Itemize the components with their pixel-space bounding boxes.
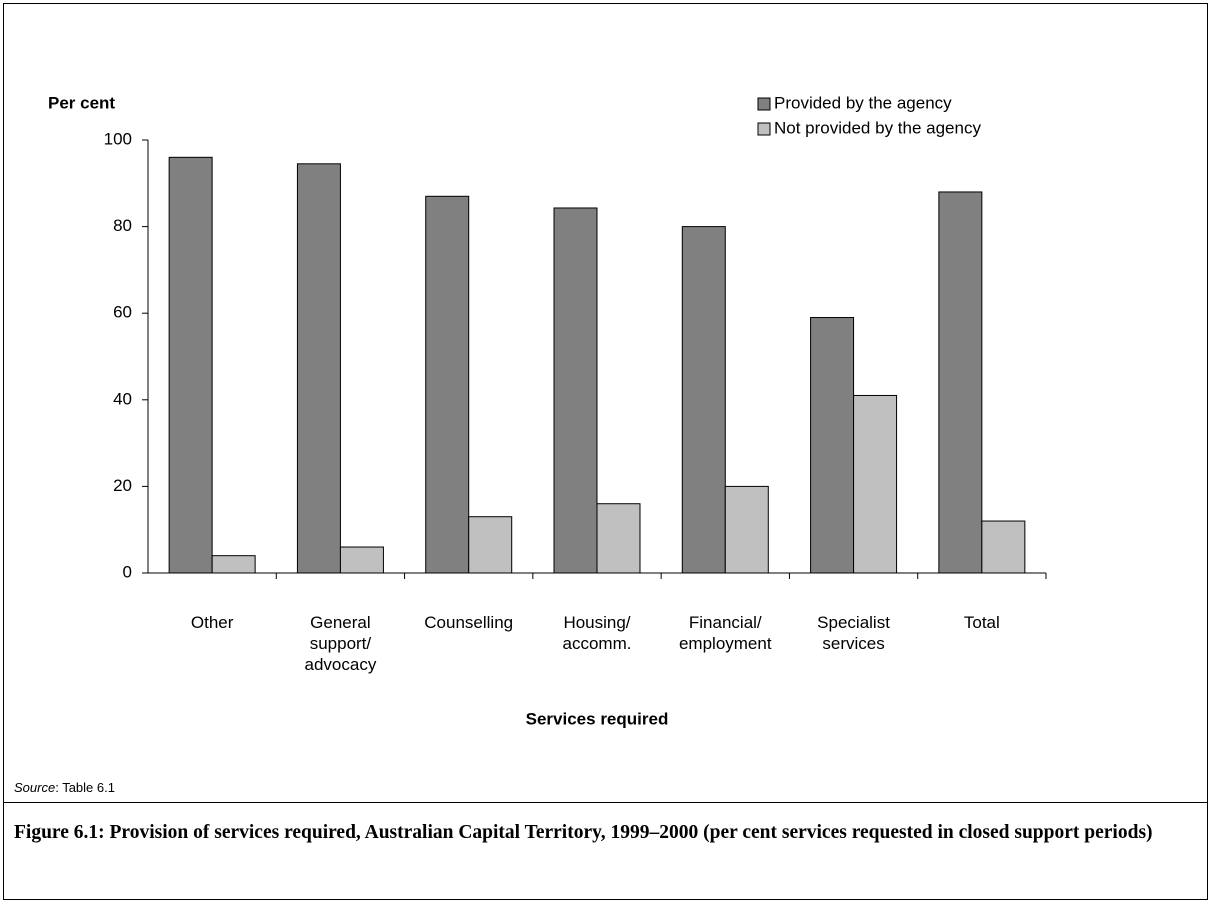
x-tick-label: Counselling	[424, 613, 514, 632]
bar	[596, 503, 641, 574]
x-axis-label: Services required	[526, 709, 669, 728]
bar	[853, 394, 898, 574]
separator	[3, 802, 1208, 803]
legend-swatch	[757, 97, 771, 111]
source: Source: Table 6.1	[14, 780, 115, 795]
bar	[553, 207, 598, 574]
y-axis-label: Per cent	[48, 93, 115, 112]
y-tick-label: 40	[113, 389, 132, 408]
y-tick-label: 0	[123, 562, 132, 581]
x-tick-label: Specialist services	[817, 613, 890, 653]
frame	[3, 3, 1208, 900]
bar	[425, 195, 470, 574]
source-text: : Table 6.1	[55, 780, 115, 795]
legend-label: Provided by the agency	[774, 93, 952, 112]
y-tick-label: 100	[104, 129, 132, 148]
legend-swatch	[757, 122, 771, 136]
bar	[296, 163, 341, 574]
x-tick-label: Financial/ employment	[678, 613, 772, 653]
bar	[810, 317, 855, 574]
y-tick-label: 60	[113, 303, 132, 322]
legend-label: Not provided by the agency	[774, 118, 981, 137]
bar	[938, 191, 983, 574]
x-tick-label: Housing/ accomm.	[562, 613, 632, 653]
bar	[681, 226, 726, 574]
y-tick-label: 20	[113, 476, 132, 495]
bar	[981, 520, 1026, 574]
bar	[168, 156, 213, 574]
caption: Figure 6.1: Provision of services requir…	[14, 822, 1153, 843]
x-tick-label: General support/ advocacy	[304, 613, 377, 674]
source-label: Source	[14, 780, 56, 795]
bar	[724, 485, 769, 574]
x-tick-label: Other	[190, 613, 234, 632]
bar	[211, 555, 256, 574]
x-tick-label: Total	[963, 613, 1000, 632]
y-tick-label: 80	[113, 216, 132, 235]
bar	[339, 546, 384, 574]
chart: Per cent Services required 0 20 40 60 80 100 P…	[48, 93, 1047, 728]
bar	[468, 516, 513, 574]
